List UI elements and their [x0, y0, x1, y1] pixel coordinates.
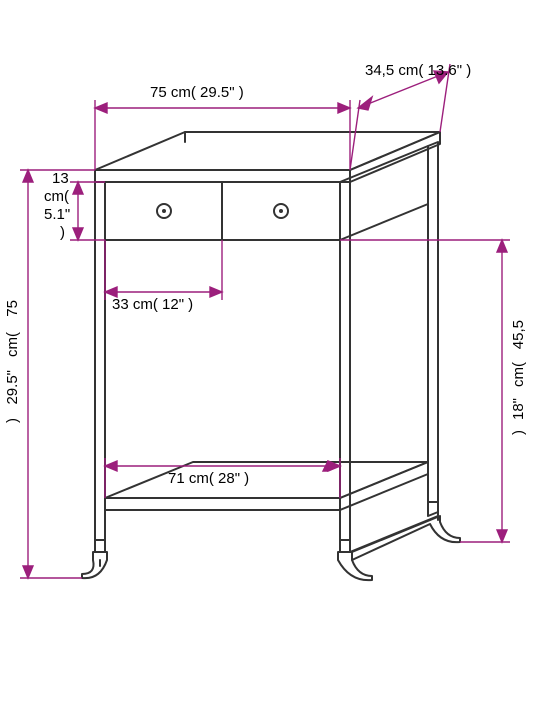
- dim-depth-top: 34,5 cm( 13.6" ): [365, 62, 471, 79]
- dim-drawer-h-cm2: cm(: [44, 188, 69, 205]
- dim-total-h-2: cm(: [4, 332, 21, 357]
- dim-width-top: 75 cm( 29.5" ): [150, 84, 244, 101]
- dim-total-h-4: ): [4, 418, 21, 423]
- dim-clearance-h: 45,5: [510, 320, 527, 349]
- dim-clearance-h-3: 18": [510, 398, 527, 420]
- dim-total-h-3: 29.5": [4, 370, 21, 405]
- dim-drawer-h-in: 5.1": [44, 206, 70, 223]
- dim-clearance-h-2: cm(: [510, 362, 527, 387]
- table-outline: [82, 132, 460, 580]
- dimension-diagram: [0, 0, 540, 720]
- dimension-lines: [20, 64, 510, 578]
- dim-clearance-h-4: ): [510, 430, 527, 435]
- dim-total-h: 75: [4, 300, 21, 317]
- dim-drawer-h-cm: 13: [52, 170, 69, 187]
- dim-drawer-h-paren: ): [60, 224, 65, 241]
- dim-shelf-w: 71 cm( 28" ): [168, 470, 249, 487]
- dim-drawer-w: 33 cm( 12" ): [112, 296, 193, 313]
